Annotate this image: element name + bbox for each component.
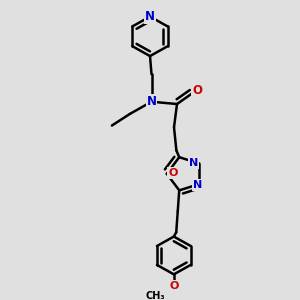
Text: N: N: [193, 180, 203, 190]
Text: N: N: [189, 158, 199, 168]
Text: O: O: [169, 281, 178, 291]
Text: O: O: [168, 168, 178, 178]
Text: N: N: [146, 95, 157, 108]
Text: O: O: [192, 84, 203, 97]
Text: N: N: [145, 10, 155, 23]
Text: CH₃: CH₃: [145, 291, 165, 300]
